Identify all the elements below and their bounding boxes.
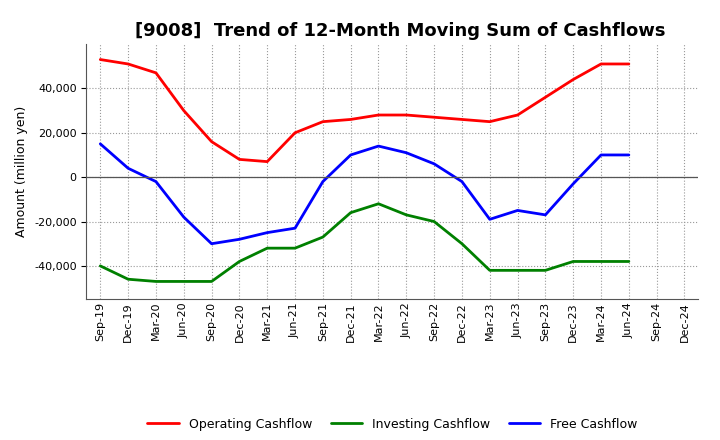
- Investing Cashflow: [207, 279, 216, 284]
- Investing Cashflow: [346, 210, 355, 215]
- Free Cashflow: [541, 212, 550, 217]
- Free Cashflow: [597, 152, 606, 158]
- Investing Cashflow: [402, 212, 410, 217]
- Investing Cashflow: [430, 219, 438, 224]
- Investing Cashflow: [179, 279, 188, 284]
- Investing Cashflow: [318, 235, 327, 240]
- Free Cashflow: [569, 181, 577, 187]
- Operating Cashflow: [458, 117, 467, 122]
- Investing Cashflow: [569, 259, 577, 264]
- Line: Free Cashflow: Free Cashflow: [100, 144, 629, 244]
- Operating Cashflow: [124, 61, 132, 66]
- Free Cashflow: [207, 241, 216, 246]
- Investing Cashflow: [485, 268, 494, 273]
- Investing Cashflow: [235, 259, 243, 264]
- Operating Cashflow: [569, 77, 577, 82]
- Investing Cashflow: [624, 259, 633, 264]
- Operating Cashflow: [402, 112, 410, 117]
- Operating Cashflow: [235, 157, 243, 162]
- Investing Cashflow: [96, 263, 104, 268]
- Investing Cashflow: [374, 201, 383, 206]
- Free Cashflow: [374, 143, 383, 149]
- Free Cashflow: [346, 152, 355, 158]
- Free Cashflow: [235, 237, 243, 242]
- Operating Cashflow: [152, 70, 161, 76]
- Investing Cashflow: [152, 279, 161, 284]
- Operating Cashflow: [179, 108, 188, 113]
- Investing Cashflow: [124, 277, 132, 282]
- Free Cashflow: [124, 165, 132, 171]
- Free Cashflow: [485, 216, 494, 222]
- Free Cashflow: [430, 161, 438, 166]
- Operating Cashflow: [374, 112, 383, 117]
- Operating Cashflow: [485, 119, 494, 125]
- Free Cashflow: [291, 226, 300, 231]
- Free Cashflow: [318, 179, 327, 184]
- Operating Cashflow: [541, 95, 550, 100]
- Investing Cashflow: [597, 259, 606, 264]
- Investing Cashflow: [458, 241, 467, 246]
- Operating Cashflow: [624, 61, 633, 66]
- Operating Cashflow: [207, 139, 216, 144]
- Operating Cashflow: [346, 117, 355, 122]
- Line: Investing Cashflow: Investing Cashflow: [100, 204, 629, 282]
- Operating Cashflow: [291, 130, 300, 136]
- Text: [9008]  Trend of 12-Month Moving Sum of Cashflows: [9008] Trend of 12-Month Moving Sum of C…: [135, 22, 666, 40]
- Y-axis label: Amount (million yen): Amount (million yen): [16, 106, 29, 237]
- Free Cashflow: [152, 179, 161, 184]
- Free Cashflow: [624, 152, 633, 158]
- Operating Cashflow: [318, 119, 327, 125]
- Operating Cashflow: [597, 61, 606, 66]
- Free Cashflow: [179, 214, 188, 220]
- Investing Cashflow: [291, 246, 300, 251]
- Investing Cashflow: [263, 246, 271, 251]
- Operating Cashflow: [513, 112, 522, 117]
- Free Cashflow: [263, 230, 271, 235]
- Free Cashflow: [96, 141, 104, 147]
- Investing Cashflow: [541, 268, 550, 273]
- Legend: Operating Cashflow, Investing Cashflow, Free Cashflow: Operating Cashflow, Investing Cashflow, …: [143, 413, 642, 436]
- Free Cashflow: [402, 150, 410, 155]
- Line: Operating Cashflow: Operating Cashflow: [100, 59, 629, 161]
- Free Cashflow: [458, 179, 467, 184]
- Free Cashflow: [513, 208, 522, 213]
- Investing Cashflow: [513, 268, 522, 273]
- Operating Cashflow: [263, 159, 271, 164]
- Operating Cashflow: [430, 114, 438, 120]
- Operating Cashflow: [96, 57, 104, 62]
